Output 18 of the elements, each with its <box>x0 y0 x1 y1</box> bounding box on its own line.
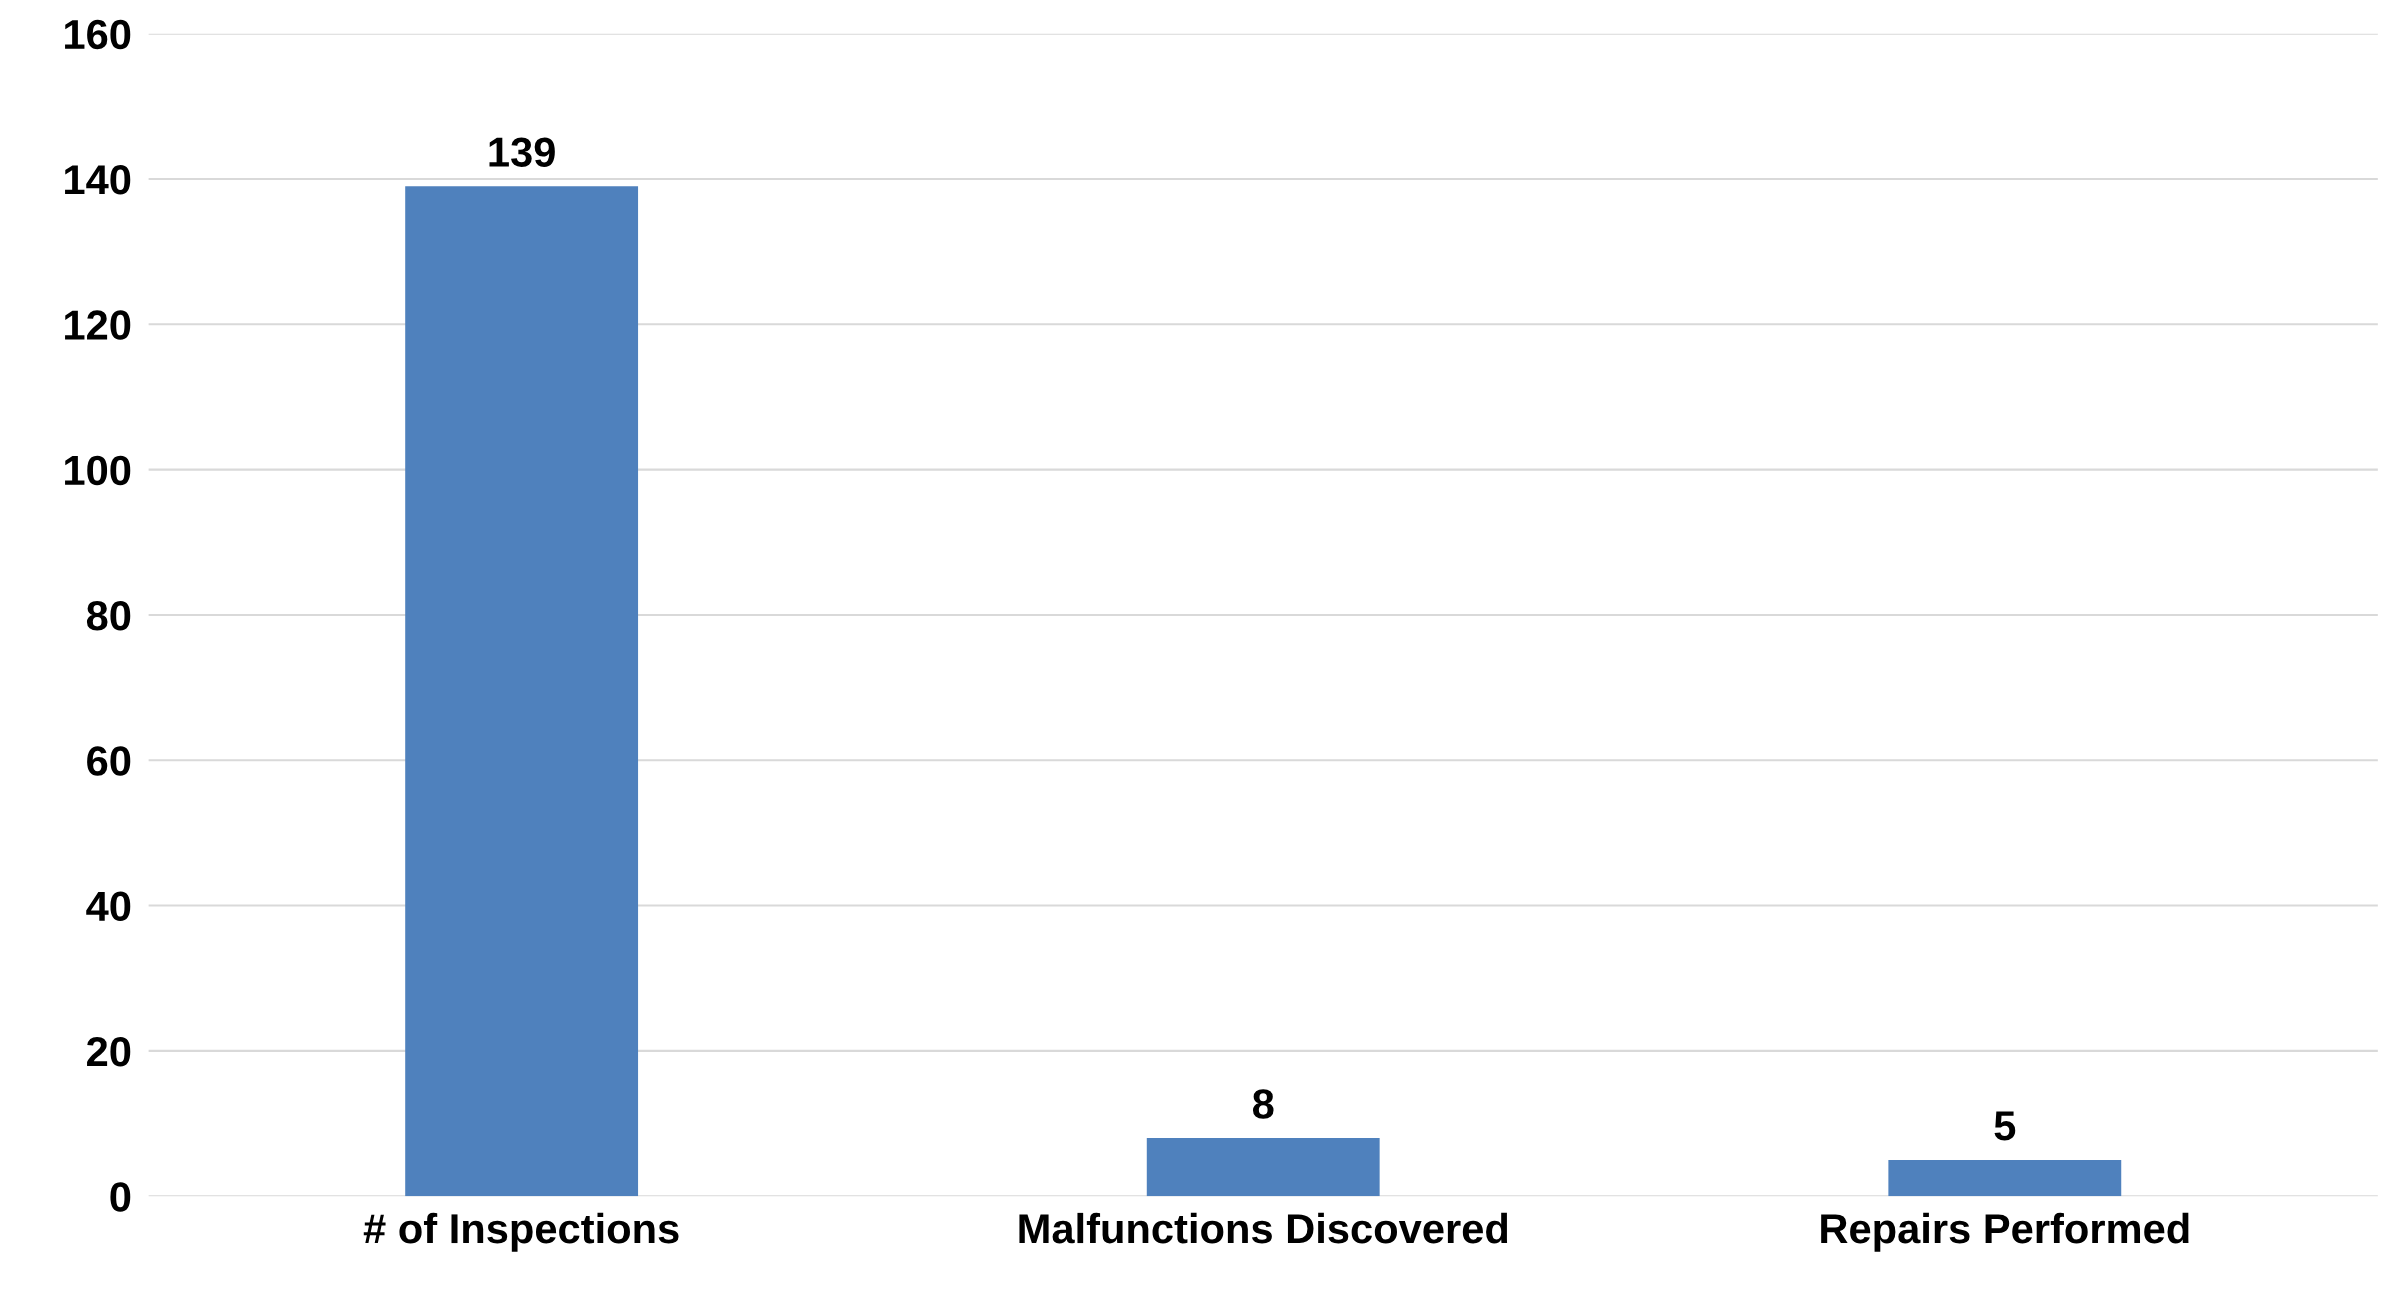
x-tick-label: Repairs Performed <box>1821 1212 2189 1252</box>
y-tick-label: 100 <box>65 455 131 486</box>
data-label: 5 <box>1994 1111 2016 1141</box>
bar <box>1146 1138 1380 1197</box>
y-tick-label: 60 <box>87 746 131 776</box>
y-tick-label: 40 <box>86 891 131 922</box>
y-tick-label: 120 <box>65 310 131 340</box>
data-label: 8 <box>1252 1089 1274 1119</box>
y-tick-label: 80 <box>86 600 131 631</box>
y-tick-label: 20 <box>87 1036 131 1067</box>
bar <box>1888 1159 2122 1197</box>
y-tick-label: 140 <box>65 165 131 195</box>
x-tick-label: # of Inspections <box>363 1212 679 1252</box>
x-tick-label: Malfunctions Discovered <box>1019 1212 1508 1244</box>
y-tick-label: 0 <box>110 1182 131 1212</box>
y-tick-label: 160 <box>65 19 131 50</box>
data-label: 139 <box>489 137 555 167</box>
bar <box>405 186 639 1197</box>
